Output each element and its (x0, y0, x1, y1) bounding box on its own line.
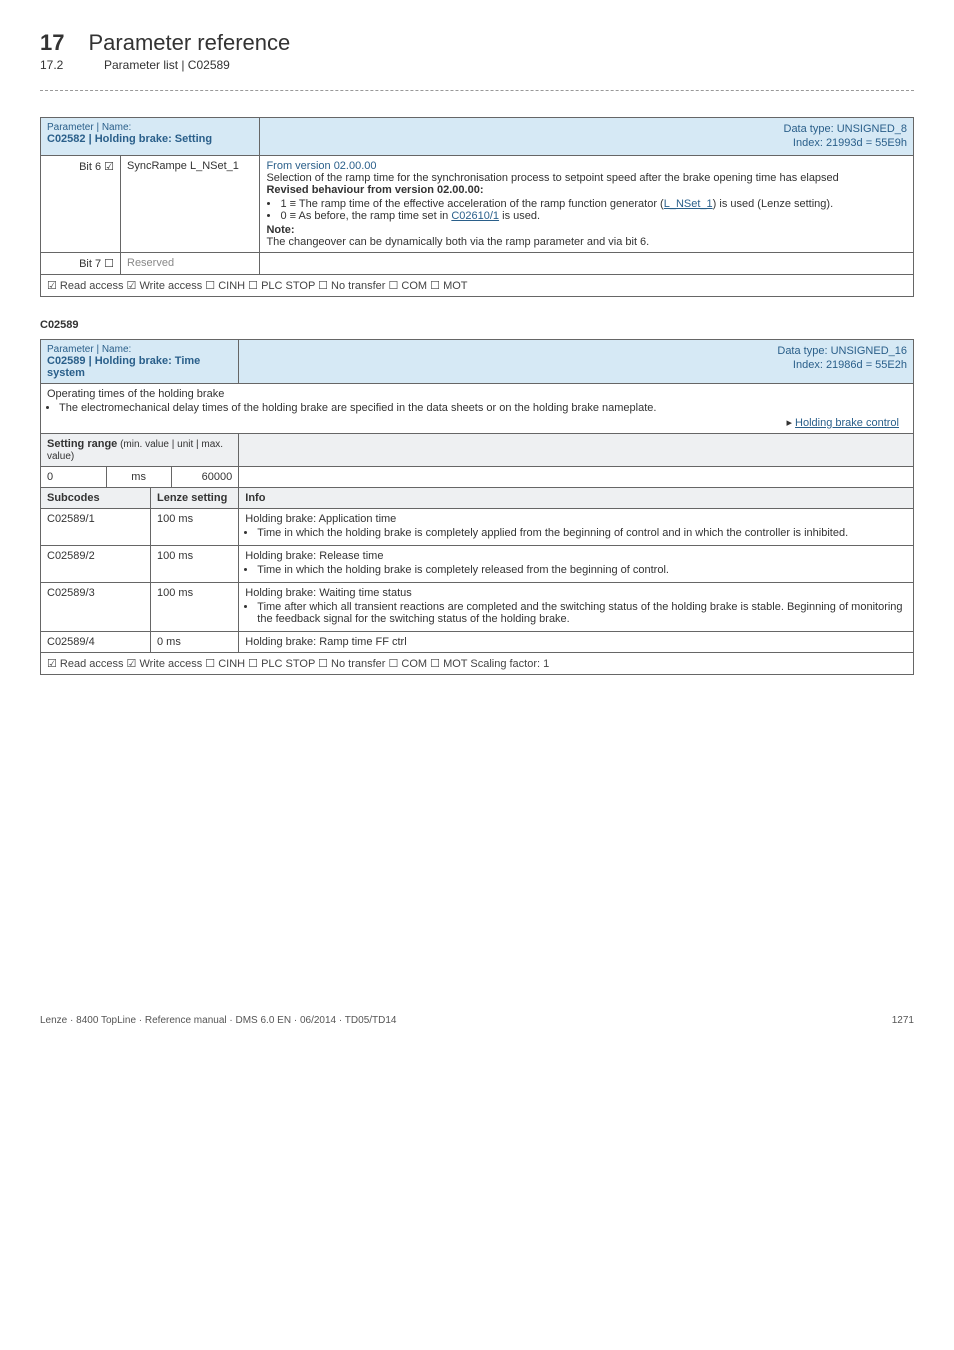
note-text: The changeover can be dynamically both v… (266, 236, 907, 248)
divider (40, 90, 914, 91)
list-item: Time after which all transient reactions… (257, 601, 907, 625)
subchapter-number: 17.2 (40, 58, 80, 72)
table-row: C02589/2 100 ms Holding brake: Release t… (41, 545, 914, 582)
subchapter-title: Parameter list | C02589 (104, 58, 230, 72)
table-row: Bit 7 ☐ Reserved (41, 252, 914, 274)
description-cell: From version 02.00.00 Selection of the r… (260, 155, 914, 252)
table-row: C02589/1 100 ms Holding brake: Applicati… (41, 508, 914, 545)
table-row: C02589/3 100 ms Holding brake: Waiting t… (41, 582, 914, 631)
table-header-left: Parameter | Name: C02582 | Holding brake… (41, 118, 260, 156)
info-cell: Holding brake: Ramp time FF ctrl (239, 631, 914, 652)
subchapter-heading: 17.2 Parameter list | C02589 (40, 58, 914, 72)
param-code: C02589 (47, 355, 86, 367)
chapter-heading: 17 Parameter reference (40, 30, 914, 56)
table-header-left: Parameter | Name: C02589 | Holding brake… (41, 339, 239, 383)
list-item: Time in which the holding brake is compl… (257, 564, 907, 576)
footer-page-number: 1271 (892, 1015, 914, 1026)
revised-heading: Revised behaviour from version 02.00.00: (266, 184, 907, 196)
info-cell: Holding brake: Release time Time in whic… (239, 545, 914, 582)
list-item: 1 ≡ The ramp time of the effective accel… (280, 198, 907, 210)
setting-max: 60000 (171, 467, 238, 487)
lenze-cell: 0 ms (151, 631, 239, 652)
header-label: Parameter | Name: (47, 344, 232, 355)
bullet-list: 1 ≡ The ramp time of the effective accel… (266, 198, 907, 222)
setting-unit: ms (106, 467, 171, 487)
page-footer: Lenze · 8400 TopLine · Reference manual … (40, 1015, 914, 1026)
footer-left: Lenze · 8400 TopLine · Reference manual … (40, 1015, 397, 1026)
info-title: Holding brake: Ramp time FF ctrl (245, 636, 907, 648)
info-bullets: Time in which the holding brake is compl… (245, 564, 907, 576)
list-item: The electromechanical delay times of the… (59, 402, 907, 414)
setting-range-label: Setting range (47, 438, 117, 450)
index-value: Index: 21993d = 55E9h (266, 136, 907, 150)
description-text: Selection of the ramp time for the synch… (266, 172, 907, 184)
info-title: Holding brake: Waiting time status (245, 587, 907, 599)
setting-range-header: Setting range (min. value | unit | max. … (41, 433, 239, 466)
access-flags: ☑ Read access ☑ Write access ☐ CINH ☐ PL… (41, 652, 914, 674)
subcode-cell: C02589/2 (41, 545, 151, 582)
link-lnset[interactable]: L_NSet_1 (664, 198, 713, 210)
name-cell: Reserved (121, 252, 260, 274)
table-header-right: Data type: UNSIGNED_16 Index: 21986d = 5… (239, 339, 914, 383)
header-name: C02582 | Holding brake: Setting (47, 133, 253, 145)
bullet-text: ) is used (Lenze setting). (713, 198, 833, 210)
header-label: Parameter | Name: (47, 122, 253, 133)
empty-cell (239, 433, 914, 466)
param-name: | Holding brake: Setting (86, 133, 213, 145)
lenze-cell: 100 ms (151, 545, 239, 582)
bullet-text: is used. (499, 210, 540, 222)
note-label: Note: (266, 224, 907, 236)
chapter-number: 17 (40, 30, 64, 56)
description-cell (260, 252, 914, 274)
subcode-cell: C02589/1 (41, 508, 151, 545)
intro-cell: Operating times of the holding brake The… (41, 383, 914, 433)
info-title: Holding brake: Release time (245, 550, 907, 562)
data-type: Data type: UNSIGNED_16 (245, 344, 907, 358)
table-row: C02589/4 0 ms Holding brake: Ramp time F… (41, 631, 914, 652)
bit-cell: Bit 6 ☑ (41, 155, 121, 252)
table-header-right: Data type: UNSIGNED_8 Index: 21993d = 55… (260, 118, 914, 156)
setting-range-values: 0 ms 60000 (41, 466, 239, 487)
section-code: C02589 (40, 319, 914, 331)
param-code: C02582 (47, 133, 86, 145)
link-c02610[interactable]: C02610/1 (451, 210, 499, 222)
col-info: Info (239, 487, 914, 508)
col-lenze: Lenze setting (151, 487, 239, 508)
arrow-link-row: ▸ Holding brake control (47, 416, 907, 429)
subcode-cell: C02589/4 (41, 631, 151, 652)
info-title: Holding brake: Application time (245, 513, 907, 525)
chapter-title: Parameter reference (88, 30, 290, 56)
bullet-text: 1 ≡ The ramp time of the effective accel… (280, 198, 663, 210)
lenze-cell: 100 ms (151, 508, 239, 545)
info-cell: Holding brake: Waiting time status Time … (239, 582, 914, 631)
table-row: Bit 6 ☑ SyncRampe L_NSet_1 From version … (41, 155, 914, 252)
param-table-c02589: Parameter | Name: C02589 | Holding brake… (40, 339, 914, 675)
intro-bullets: The electromechanical delay times of the… (47, 402, 907, 414)
name-cell: SyncRampe L_NSet_1 (121, 155, 260, 252)
version-note: From version 02.00.00 (266, 160, 907, 172)
param-table-c02582: Parameter | Name: C02582 | Holding brake… (40, 117, 914, 297)
intro-line: Operating times of the holding brake (47, 388, 907, 400)
empty-cell (239, 466, 914, 487)
bit-cell: Bit 7 ☐ (41, 252, 121, 274)
access-flags: ☑ Read access ☑ Write access ☐ CINH ☐ PL… (41, 274, 914, 296)
lenze-cell: 100 ms (151, 582, 239, 631)
info-bullets: Time in which the holding brake is compl… (245, 527, 907, 539)
info-cell: Holding brake: Application time Time in … (239, 508, 914, 545)
data-type: Data type: UNSIGNED_8 (266, 122, 907, 136)
index-value: Index: 21986d = 55E2h (245, 358, 907, 372)
list-item: 0 ≡ As before, the ramp time set in C026… (280, 210, 907, 222)
info-bullets: Time after which all transient reactions… (245, 601, 907, 625)
holding-brake-control-link[interactable]: Holding brake control (795, 417, 899, 429)
list-item: Time in which the holding brake is compl… (257, 527, 907, 539)
setting-min: 0 (41, 467, 106, 487)
header-name: C02589 | Holding brake: Time system (47, 355, 232, 379)
subcode-cell: C02589/3 (41, 582, 151, 631)
bullet-text: 0 ≡ As before, the ramp time set in (280, 210, 451, 222)
col-subcodes: Subcodes (41, 487, 151, 508)
